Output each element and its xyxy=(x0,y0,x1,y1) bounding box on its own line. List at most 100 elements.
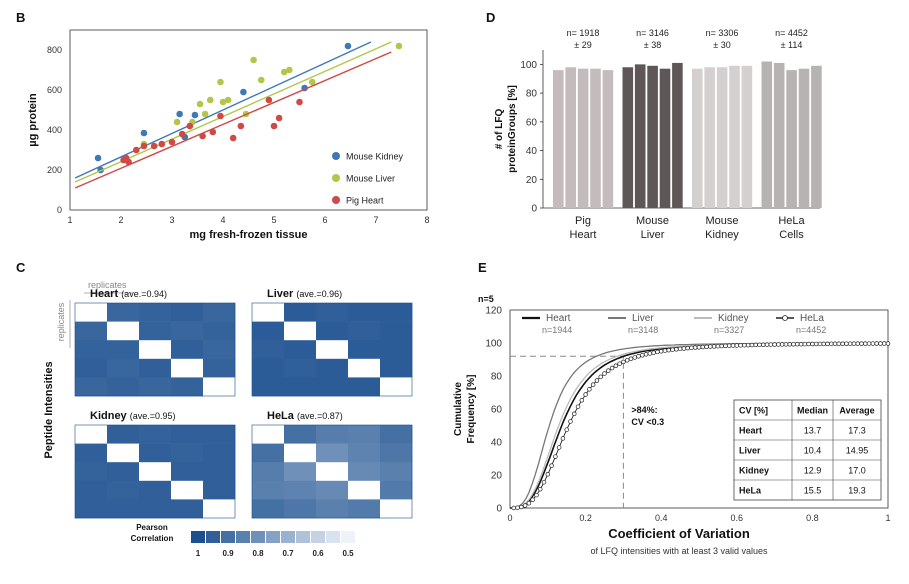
group-name-line1: HeLa xyxy=(778,215,805,227)
bar xyxy=(716,67,728,209)
heatmap-cell xyxy=(203,377,236,397)
table-cell: 19.3 xyxy=(848,486,866,496)
bar xyxy=(647,65,658,208)
heatmap-frame xyxy=(74,302,236,397)
heatmap-frame xyxy=(74,424,236,519)
data-point xyxy=(250,56,257,64)
cdf-marker xyxy=(655,349,660,355)
cdf-marker xyxy=(855,341,861,346)
heatmap-cell xyxy=(107,377,140,397)
y-axis-label-line1: Cumulative xyxy=(453,382,464,436)
heatmap-cell xyxy=(316,340,349,360)
legend-marker xyxy=(332,152,340,160)
cdf-marker xyxy=(863,341,868,346)
cdf-marker xyxy=(847,341,853,346)
heatmap-cell xyxy=(252,377,285,397)
heatmap-cell xyxy=(316,480,349,500)
colorbar-tick-label: 0.6 xyxy=(312,549,324,558)
data-point xyxy=(196,100,204,108)
cdf-marker xyxy=(783,342,789,347)
cdf-marker xyxy=(530,497,535,502)
table-cell: 10.4 xyxy=(804,446,822,456)
cdf-marker xyxy=(560,436,566,441)
legend-label: Mouse Kidney xyxy=(346,152,404,162)
colorbar-tick-label: 0.7 xyxy=(282,549,294,558)
data-point xyxy=(217,78,224,86)
bar xyxy=(659,68,671,208)
heatmap-cell xyxy=(171,377,204,397)
cdf-marker xyxy=(692,345,698,350)
panel-d-bar-chart: D 0 20 40 60 80 100 # of LFQ proteinGroups [%] n=… xyxy=(486,10,822,241)
data-point xyxy=(201,110,209,118)
heatmap-cell xyxy=(380,499,413,519)
cdf-marker xyxy=(685,345,690,351)
cdf-marker xyxy=(768,342,774,347)
y-tick-label: 200 xyxy=(47,165,62,175)
heatmap-cell xyxy=(171,321,204,341)
heatmap-cell xyxy=(284,321,317,341)
heatmap-cell xyxy=(380,358,413,378)
cdf-marker xyxy=(829,341,834,347)
cdf-marker xyxy=(515,505,520,510)
legend-marker xyxy=(332,174,340,182)
heatmap-cell xyxy=(139,462,172,482)
colorbar-swatch xyxy=(326,531,340,543)
data-point xyxy=(280,68,288,76)
data-point xyxy=(265,96,273,104)
cdf-marker xyxy=(606,368,611,373)
colorbar-swatch xyxy=(221,531,235,543)
legend-name: Kidney xyxy=(718,313,749,324)
data-point xyxy=(140,129,148,137)
heatmap-cell xyxy=(348,480,381,500)
heatmap-cell xyxy=(139,321,172,341)
fit-line xyxy=(74,41,372,179)
data-point xyxy=(168,138,176,146)
data-point xyxy=(178,130,186,138)
heatmap-cell xyxy=(203,340,236,360)
heatmap-cell xyxy=(171,303,204,322)
table-cell: Kidney xyxy=(739,466,769,476)
group-name-line2: Heart xyxy=(570,229,597,241)
heatmap-cell xyxy=(316,499,349,519)
group-name-line2: Cells xyxy=(779,229,804,241)
data-point xyxy=(125,158,132,166)
cdf-marker xyxy=(647,351,653,356)
cdf-marker xyxy=(643,352,649,357)
cdf-marker xyxy=(866,341,872,346)
y-tick-label: 0 xyxy=(496,504,502,515)
colorbar-tick-label: 0.8 xyxy=(252,549,264,558)
x-tick-label: 2 xyxy=(118,215,123,225)
cdf-marker xyxy=(726,343,732,348)
cdf-marker xyxy=(636,354,641,359)
cdf-marker xyxy=(666,347,672,353)
x-tick-label: 0 xyxy=(507,513,512,523)
y-tick-label: 20 xyxy=(526,175,538,186)
cdf-marker xyxy=(658,349,664,354)
colorbar-title-2: Correlation xyxy=(131,534,174,543)
data-point xyxy=(206,96,214,104)
cdf-marker xyxy=(836,341,842,347)
heatmap-cell xyxy=(203,425,236,444)
cdf-marker xyxy=(696,345,702,350)
cdf-marker xyxy=(742,342,747,348)
x-tick-label: 0.4 xyxy=(655,513,668,523)
colorbar-tick-label: 1 xyxy=(196,549,201,558)
heatmap-name: Heart xyxy=(90,288,121,300)
data-point xyxy=(286,66,293,74)
heatmap-title: Kidney (ave.=0.95) xyxy=(90,410,176,422)
heatmap-cell xyxy=(75,443,108,463)
heatmap-cell xyxy=(316,443,349,463)
data-point xyxy=(94,154,102,162)
cdf-marker xyxy=(817,341,823,347)
bar xyxy=(553,70,564,208)
cdf-marker xyxy=(651,350,656,355)
heatmap-cell xyxy=(316,425,349,444)
heatmap-cell xyxy=(380,462,413,482)
n-note: n=5 xyxy=(478,294,494,304)
bar xyxy=(622,67,634,209)
cdf-marker xyxy=(609,365,615,371)
heatmap-title: Heart (ave.=0.94) xyxy=(90,288,167,300)
cdf-marker xyxy=(572,411,577,417)
colorbar-swatch xyxy=(251,531,265,543)
group-n-label: n= 3146 xyxy=(636,28,669,38)
